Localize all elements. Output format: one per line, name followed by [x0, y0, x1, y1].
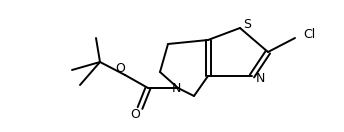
Text: Cl: Cl	[303, 27, 315, 41]
Text: O: O	[130, 109, 140, 121]
Text: S: S	[243, 18, 251, 32]
Text: O: O	[115, 62, 125, 76]
Text: N: N	[171, 81, 181, 95]
Text: N: N	[255, 72, 265, 84]
